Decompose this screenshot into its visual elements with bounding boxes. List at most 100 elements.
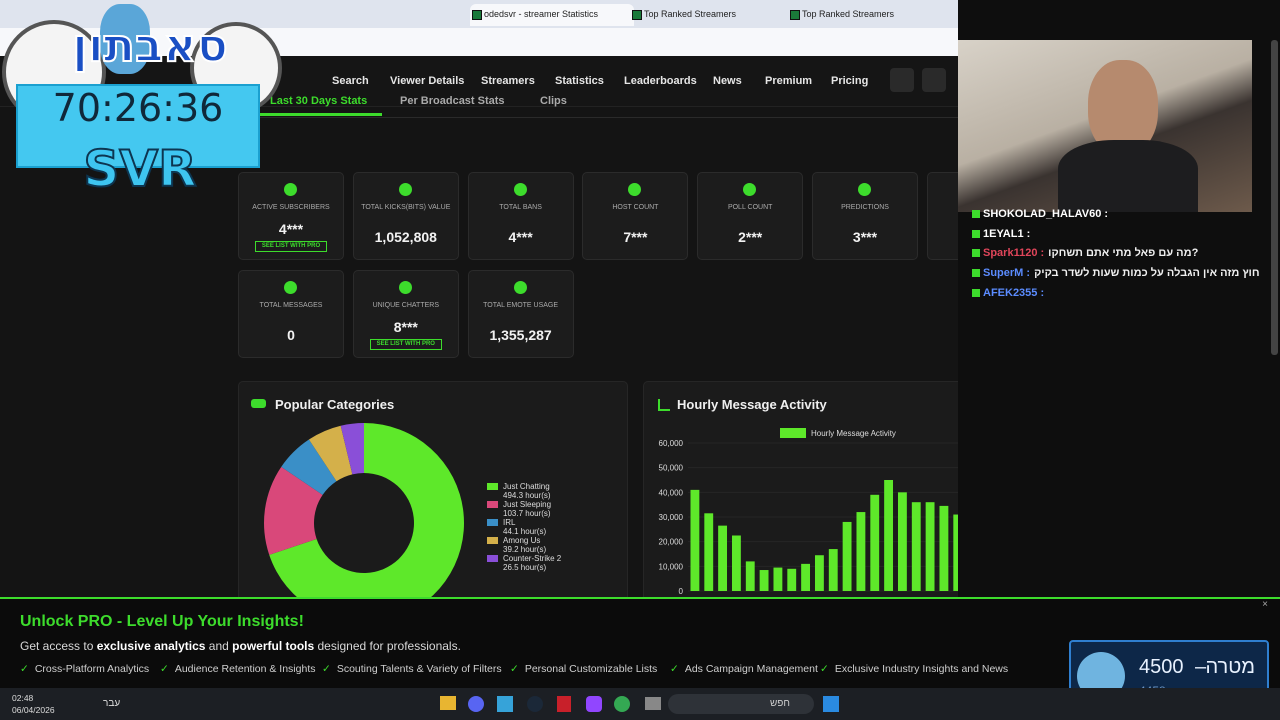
login-button[interactable] [922, 68, 946, 92]
badge-icon [972, 210, 980, 219]
bar [953, 514, 958, 591]
stat-badge[interactable]: SEE LIST WITH PRO [369, 339, 442, 350]
stat-card: TOTAL EMOTE USAGE 1,355,287 [467, 270, 574, 358]
sub-tab[interactable]: Per Broadcast Stats [400, 95, 505, 107]
browser-tab[interactable]: Top Ranked Streamers [630, 4, 794, 26]
address-bar[interactable] [0, 28, 958, 56]
sub-tab[interactable]: Clips [540, 95, 567, 107]
promo-banner: Unlock PRO - Level Up Your Insights! Get… [0, 597, 1280, 690]
bar [745, 561, 755, 591]
language[interactable]: עבר [103, 698, 121, 709]
bar [704, 513, 714, 591]
icon [251, 399, 266, 408]
start-button[interactable] [823, 696, 839, 712]
stat-label: TOTAL BANS [499, 204, 542, 211]
stat-badge[interactable]: SEE LIST WITH PRO [255, 241, 327, 252]
bar [939, 505, 949, 591]
overlay-name: SVR [82, 139, 197, 199]
taskbar-app[interactable] [527, 696, 543, 712]
promo-feature: Personal Customizable Lists [510, 663, 657, 675]
taskbar-app[interactable] [497, 696, 513, 712]
webcam [958, 40, 1252, 212]
bar [884, 480, 894, 591]
bar [897, 492, 907, 591]
goal-label: מטרה [1205, 656, 1255, 678]
legend-swatch [487, 537, 498, 544]
nav-link[interactable]: Pricing [831, 75, 869, 87]
stat-card: ACTIVE SUBSCRIBERS 4*** SEE LIST WITH PRO [238, 172, 344, 260]
nav-link[interactable]: Streamers [481, 75, 535, 87]
close-button[interactable]: × [1262, 599, 1268, 610]
active-tab-indicator [260, 113, 382, 116]
legend-swatch [487, 519, 498, 526]
stat-label: PIN [930, 203, 958, 212]
chat-text: חוץ מזה אין הגבלה על כמות שעות לשדר בקיק [1034, 267, 1260, 280]
stat-icon [628, 183, 642, 196]
stat-value: 2*** [928, 229, 958, 245]
legend-label: Counter-Strike 2 [503, 554, 562, 563]
discord-button[interactable] [890, 68, 914, 92]
search-box[interactable]: חפש [668, 694, 814, 714]
panel-title: Hourly Message Activity [677, 397, 827, 412]
taskbar-app[interactable] [614, 696, 630, 712]
taskbar-app[interactable] [440, 696, 456, 710]
stat-label: TOTAL KICKS(BITS) VALUE [361, 204, 451, 211]
taskbar-app[interactable] [468, 696, 484, 712]
promo-feature: Scouting Talents & Variety of Filters [322, 663, 502, 675]
nav-link[interactable]: News [713, 75, 742, 87]
stat-card: TOTAL BANS 4*** [467, 172, 574, 260]
scrollbar[interactable] [1271, 40, 1278, 355]
stat-value: 0 [287, 327, 295, 343]
y-tick-label: 0 [679, 587, 684, 596]
nav-link[interactable]: Statistics [555, 75, 604, 87]
mascot [100, 4, 150, 74]
text: Get access to [20, 639, 97, 653]
bar [787, 568, 797, 591]
bar [759, 570, 769, 591]
stat-icon [513, 281, 527, 294]
y-tick-label: 40,000 [659, 488, 684, 497]
bar [828, 549, 838, 591]
browser-tab[interactable]: odedsvr - streamer Statistics [470, 4, 634, 26]
bar [690, 489, 700, 591]
bar [773, 567, 783, 591]
stat-card: TOTAL MESSAGES 0 [238, 270, 344, 358]
webcam-face [1088, 60, 1158, 155]
sub-tabs: Last 30 Days Stats Per Broadcast Stats Cli… [260, 95, 958, 118]
stat-card: PREDICTIONS 3*** [812, 172, 918, 260]
chat-message: SHOKOLAD_HALAV60 : [972, 208, 1108, 220]
legend-label: IRL [503, 518, 516, 527]
browser-tab[interactable]: Top Ranked Streamers [788, 4, 932, 26]
chat-user: 1EYAL1 : [983, 227, 1031, 240]
panel-title: Popular Categories [275, 397, 395, 412]
stat-value: 4*** [508, 229, 533, 245]
y-tick-label: 50,000 [659, 464, 684, 473]
stat-value: 2*** [738, 229, 763, 245]
chat-user: AFEK2355 : [983, 286, 1045, 299]
bar [731, 535, 741, 591]
bar [925, 502, 935, 591]
sub-tab[interactable]: Last 30 Days Stats [270, 95, 368, 107]
bar [870, 494, 880, 591]
nav-link[interactable]: Search [332, 75, 369, 87]
stat-icon [398, 183, 412, 196]
nav-link[interactable]: Viewer Details [390, 75, 465, 87]
icon [658, 399, 670, 411]
nav-link[interactable]: Leaderboards [624, 75, 697, 87]
bar [842, 521, 852, 591]
chat-user: SHOKOLAD_HALAV60 : [983, 208, 1109, 220]
y-tick-label: 30,000 [659, 513, 684, 522]
overlay-title: סאבתון [71, 17, 229, 73]
legend-value: 39.2 hour(s) [503, 545, 546, 554]
stat-value: 1,052,808 [374, 229, 437, 245]
taskbar-app[interactable] [557, 696, 571, 712]
taskbar: 02:48 06/04/2026 עבר חפש [0, 688, 1280, 720]
taskbar-app[interactable] [586, 696, 602, 712]
stat-label: POLL COUNT [727, 204, 773, 211]
taskbar-app[interactable] [645, 697, 661, 710]
nav-link[interactable]: Premium [765, 75, 813, 87]
pie-slice [308, 425, 353, 482]
text: designed for professionals. [314, 639, 461, 653]
